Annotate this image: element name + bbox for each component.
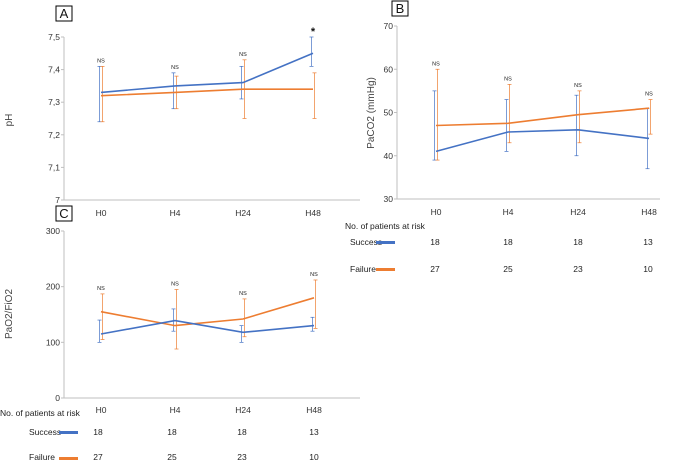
risk-table-b: No. of patients at risk Success Failure … bbox=[345, 221, 653, 274]
y-tick-label: 7,1 bbox=[48, 162, 60, 172]
risk-table-b-success-swatch bbox=[376, 241, 395, 244]
risk-table-c-success-label: Success bbox=[29, 427, 61, 437]
y-tick-label: 7 bbox=[55, 195, 60, 205]
significance-label: NS bbox=[171, 65, 179, 71]
significance-label: * bbox=[311, 26, 316, 38]
x-tick-label: H48 bbox=[306, 405, 322, 415]
risk-count: 27 bbox=[430, 264, 440, 274]
significance-label: NS bbox=[574, 83, 582, 89]
x-tick-label: H0 bbox=[96, 208, 107, 218]
x-tick-label: H4 bbox=[503, 207, 514, 217]
series-line-failure bbox=[100, 297, 315, 327]
risk-count: 18 bbox=[237, 427, 247, 437]
y-tick-label: 7,4 bbox=[48, 65, 60, 75]
significance-label: NS bbox=[239, 291, 247, 297]
risk-count: 25 bbox=[503, 264, 513, 274]
y-tick-label: 30 bbox=[384, 194, 394, 204]
y-tick-label: 7,3 bbox=[48, 97, 60, 107]
panel-c-y-axis-label: PaO2/FiO2 bbox=[4, 289, 15, 339]
panel-b-label-box bbox=[391, 0, 409, 17]
series-line-success bbox=[435, 128, 650, 153]
risk-table-b-header: No. of patients at risk bbox=[345, 221, 426, 231]
risk-table-b-success-label: Success bbox=[350, 237, 382, 247]
risk-count: 25 bbox=[167, 452, 177, 462]
risk-count: 13 bbox=[309, 427, 319, 437]
significance-label: NS bbox=[310, 272, 318, 278]
y-tick-label: 40 bbox=[384, 151, 394, 161]
panel-c-label-box bbox=[55, 205, 73, 222]
series-line-success bbox=[100, 319, 315, 335]
risk-table-c-failure-swatch bbox=[59, 457, 78, 460]
x-tick-label: H4 bbox=[170, 208, 181, 218]
panel-b-y-axis-label: PaCO2 (mmHg) bbox=[366, 77, 377, 149]
x-tick-label: H4 bbox=[170, 405, 181, 415]
y-tick-label: 50 bbox=[384, 108, 394, 118]
x-tick-label: H0 bbox=[96, 405, 107, 415]
risk-count: 10 bbox=[643, 264, 653, 274]
risk-count: 23 bbox=[573, 264, 583, 274]
significance-label: NS bbox=[97, 286, 105, 292]
y-tick-label: 7,2 bbox=[48, 130, 60, 140]
risk-count: 18 bbox=[503, 237, 513, 247]
x-tick-label: H0 bbox=[431, 207, 442, 217]
y-tick-label: 300 bbox=[46, 226, 60, 236]
significance-label: NS bbox=[432, 61, 440, 67]
series-line-failure bbox=[100, 88, 313, 97]
x-tick-label: H48 bbox=[641, 207, 657, 217]
risk-count: 18 bbox=[93, 427, 103, 437]
series-line-success bbox=[100, 52, 314, 94]
risk-count: 18 bbox=[430, 237, 440, 247]
risk-count: 13 bbox=[643, 237, 653, 247]
panel-a-label: A bbox=[60, 6, 69, 21]
y-tick-label: 100 bbox=[46, 337, 60, 347]
risk-table-c-failure-label: Failure bbox=[29, 452, 55, 462]
risk-table-c-success-swatch bbox=[59, 431, 78, 434]
panel-a-y-axis-label: pH bbox=[4, 114, 15, 127]
panel-a: A pH 7 7,1 7,2 7,3 7,4 7,5 NS NS NS * H0 H4 H24 H48 bbox=[4, 5, 360, 218]
risk-table-c-header: No. of patients at risk bbox=[0, 408, 81, 418]
panel-c: C PaO2/FiO2 0 100 200 300 NS NS NS NS H0 H4 H24 H… bbox=[4, 205, 360, 415]
x-tick-label: H24 bbox=[570, 207, 586, 217]
x-tick-label: H24 bbox=[235, 208, 251, 218]
significance-label: NS bbox=[239, 52, 247, 58]
significance-label: NS bbox=[645, 92, 653, 98]
significance-label: NS bbox=[171, 281, 179, 287]
risk-table-b-failure-swatch bbox=[376, 268, 395, 271]
risk-count: 18 bbox=[573, 237, 583, 247]
risk-table-b-failure-label: Failure bbox=[350, 264, 376, 274]
y-tick-label: 60 bbox=[384, 64, 394, 74]
risk-count: 10 bbox=[309, 452, 319, 462]
y-tick-label: 70 bbox=[384, 21, 394, 31]
risk-count: 18 bbox=[167, 427, 177, 437]
significance-label: NS bbox=[504, 76, 512, 82]
risk-count: 27 bbox=[93, 452, 103, 462]
significance-label: NS bbox=[97, 58, 105, 64]
panel-a-label-box bbox=[55, 5, 73, 22]
y-tick-label: 7,5 bbox=[48, 32, 60, 42]
y-tick-label: 0 bbox=[55, 393, 60, 403]
panel-b: B PaCO2 (mmHg) 30 40 50 60 70 NS NS NS NS H0 H4 H… bbox=[366, 0, 660, 217]
y-tick-label: 200 bbox=[46, 282, 60, 292]
risk-table-c: No. of patients at risk Success Failure … bbox=[0, 408, 319, 462]
risk-count: 23 bbox=[237, 452, 247, 462]
series-line-failure bbox=[435, 107, 650, 127]
x-tick-label: H48 bbox=[305, 208, 321, 218]
x-tick-label: H24 bbox=[235, 405, 251, 415]
panel-c-label: C bbox=[59, 206, 68, 221]
panel-b-label: B bbox=[396, 1, 405, 16]
